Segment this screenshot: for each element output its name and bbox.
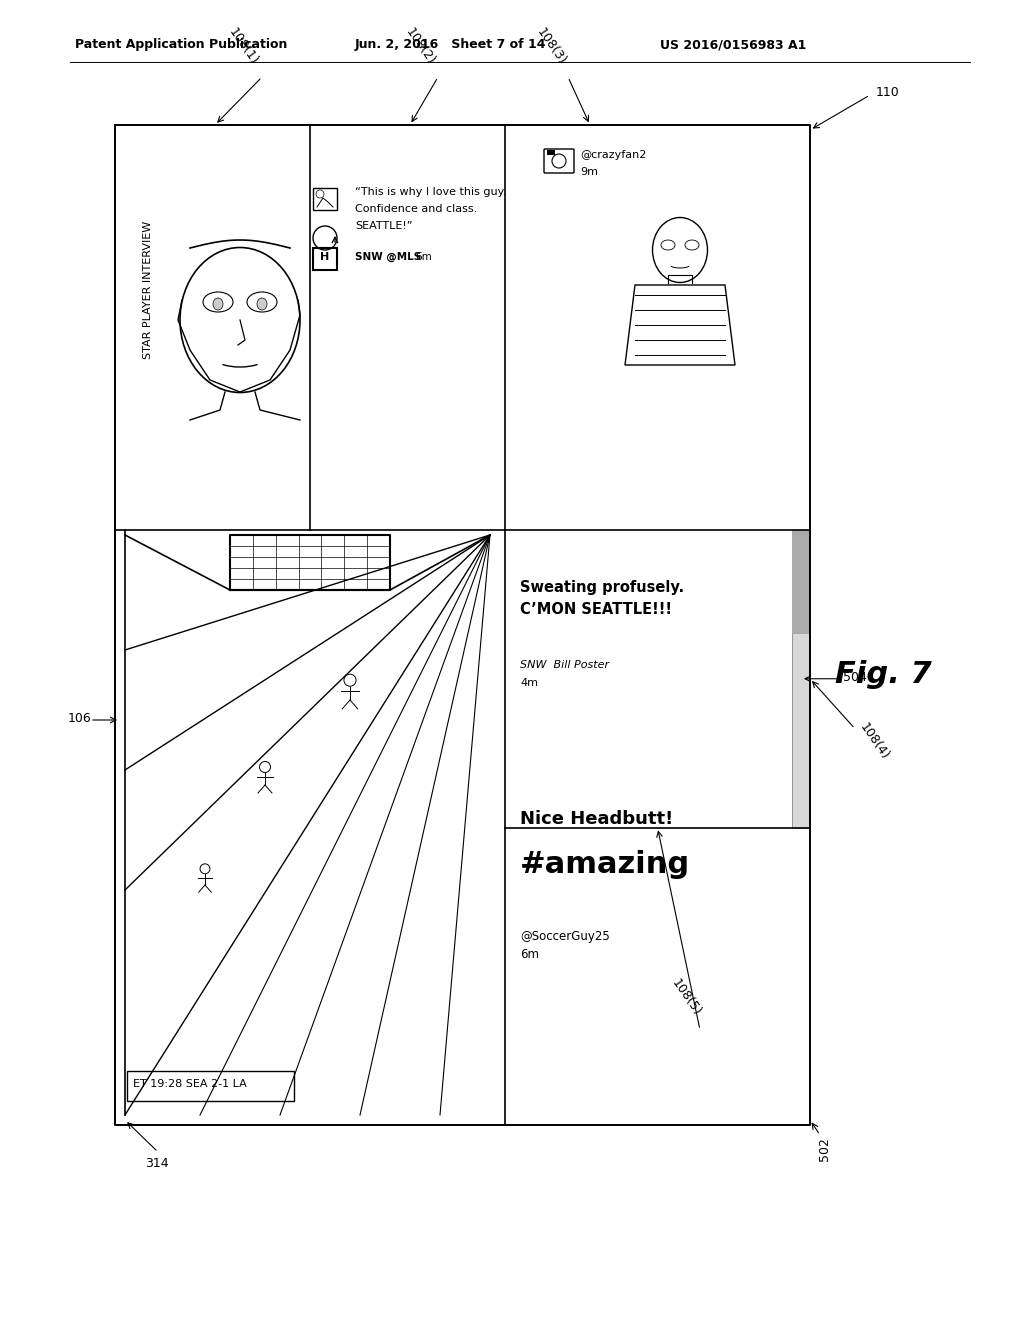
Text: 6m: 6m (520, 948, 539, 961)
Text: Patent Application Publication: Patent Application Publication (75, 38, 288, 51)
Text: 6m: 6m (415, 252, 432, 261)
Ellipse shape (247, 292, 278, 312)
Bar (313, 248, 337, 271)
Text: 4m: 4m (520, 678, 538, 688)
Text: C’MON SEATTLE!!!: C’MON SEATTLE!!! (520, 602, 672, 616)
Text: @crazyfan2: @crazyfan2 (580, 150, 646, 160)
Text: Nice Headbutt!: Nice Headbutt! (520, 810, 673, 828)
Text: 108(4): 108(4) (857, 721, 892, 762)
Text: 108(5): 108(5) (669, 977, 703, 1018)
Text: Sweating profusely.: Sweating profusely. (520, 579, 684, 595)
Ellipse shape (257, 298, 267, 310)
Ellipse shape (685, 240, 699, 249)
Text: 110: 110 (876, 86, 900, 99)
Text: 314: 314 (145, 1158, 169, 1170)
Bar (792, 531, 810, 634)
Text: 106: 106 (68, 711, 92, 725)
Text: SNW  Bill Poster: SNW Bill Poster (520, 660, 609, 671)
Ellipse shape (652, 218, 708, 282)
Text: @SoccerGuy25: @SoccerGuy25 (520, 931, 609, 942)
Text: 108(1): 108(1) (225, 25, 260, 67)
Text: #amazing: #amazing (520, 850, 690, 879)
Bar (547, 150, 555, 154)
Text: Confidence and class.: Confidence and class. (355, 205, 477, 214)
Text: SNW @MLS: SNW @MLS (355, 252, 421, 263)
Polygon shape (625, 285, 735, 366)
Ellipse shape (662, 240, 675, 249)
Ellipse shape (203, 292, 233, 312)
Bar (792, 531, 810, 828)
Ellipse shape (213, 298, 223, 310)
Text: 108(3): 108(3) (534, 25, 568, 67)
Text: 9m: 9m (580, 168, 598, 177)
Ellipse shape (180, 248, 300, 392)
Text: STAR PLAYER INTERVIEW: STAR PLAYER INTERVIEW (143, 220, 153, 359)
Bar (313, 187, 337, 210)
Text: 108(2): 108(2) (402, 25, 437, 67)
Text: “This is why I love this guy.: “This is why I love this guy. (355, 187, 506, 197)
Text: SEATTLE!”: SEATTLE!” (355, 220, 413, 231)
Text: US 2016/0156983 A1: US 2016/0156983 A1 (660, 38, 806, 51)
Text: ET 19:28 SEA 2-1 LA: ET 19:28 SEA 2-1 LA (133, 1078, 247, 1089)
Text: 504: 504 (843, 671, 867, 684)
FancyBboxPatch shape (127, 1071, 294, 1101)
Text: H: H (321, 252, 330, 261)
Text: Fig. 7: Fig. 7 (835, 660, 932, 689)
Text: Jun. 2, 2016   Sheet 7 of 14: Jun. 2, 2016 Sheet 7 of 14 (355, 38, 547, 51)
Text: 502: 502 (818, 1137, 831, 1160)
